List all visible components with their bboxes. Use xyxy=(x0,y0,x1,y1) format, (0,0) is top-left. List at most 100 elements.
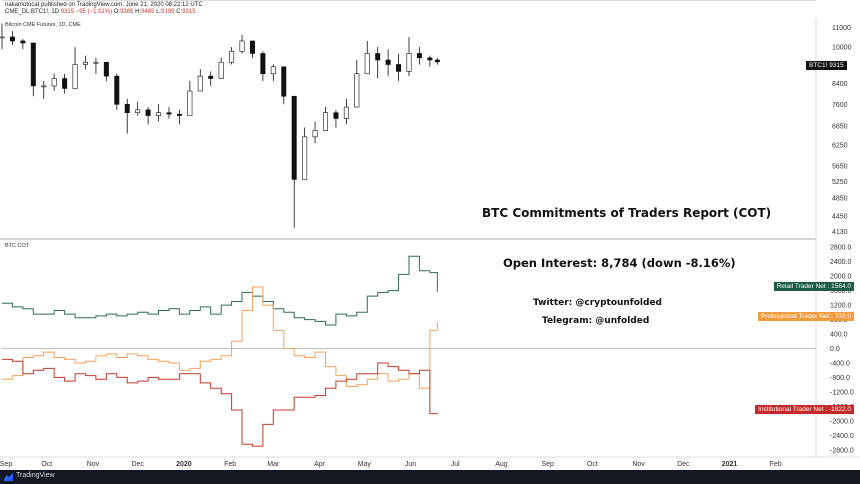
ohlc-l-label: L: xyxy=(156,9,162,15)
candle-body xyxy=(20,40,26,44)
ohlc-o-label: O: xyxy=(113,9,121,15)
candle xyxy=(434,57,440,65)
annotation-twitter: Twitter: @cryptounfolded xyxy=(533,298,662,308)
candle xyxy=(176,109,182,125)
candle xyxy=(281,66,287,105)
candle xyxy=(343,98,349,125)
candle xyxy=(396,53,402,81)
price-tick-label: 7600 xyxy=(832,102,848,109)
ohlc-high: 9465 xyxy=(141,9,155,15)
candle-body xyxy=(406,53,412,72)
candle xyxy=(323,107,329,131)
ohlc-open: 9385 xyxy=(120,9,134,15)
retail-net-line xyxy=(2,255,438,326)
candle-body xyxy=(135,109,141,113)
candle-body xyxy=(51,78,57,87)
candle xyxy=(82,55,88,70)
time-tick-label: Feb xyxy=(770,461,782,468)
candle xyxy=(375,47,381,79)
candle xyxy=(124,98,130,134)
candle xyxy=(416,47,422,65)
ohlc-h-label: H: xyxy=(135,9,142,15)
cot-tick-label: -400.0 xyxy=(830,360,850,367)
footer-brand: TradingView xyxy=(16,472,55,479)
cot-tick-label: 2400.0 xyxy=(830,259,852,266)
time-tick-label: Dec xyxy=(677,461,690,468)
time-tick-label: 2020 xyxy=(176,461,192,468)
tradingview-logo-icon xyxy=(4,473,13,481)
candle-body xyxy=(0,36,5,39)
candle-body xyxy=(375,53,381,61)
price-tick-label: 4130 xyxy=(832,229,848,236)
candle xyxy=(20,38,26,50)
candle-body xyxy=(291,95,297,180)
professional-net-line xyxy=(2,286,438,389)
candle xyxy=(93,57,99,74)
candle-body xyxy=(9,36,15,42)
price-tick-label: 10000 xyxy=(832,45,852,52)
candle-body xyxy=(145,109,151,116)
time-tick-label: Sep xyxy=(0,461,12,468)
price-tick-label: 5650 xyxy=(832,164,848,171)
candle-body xyxy=(30,42,36,87)
candle xyxy=(208,71,214,86)
candle-body xyxy=(354,73,360,108)
cot-tick-label: -1200.0 xyxy=(830,389,854,396)
candle-body xyxy=(333,112,339,119)
candle-body xyxy=(385,59,391,65)
time-tick-label: May xyxy=(358,461,372,468)
symbol-info: CME_DL:BTC1!, 1D 9315 −95 (−1.01%) O:938… xyxy=(5,9,196,15)
candle-body xyxy=(218,61,224,79)
candle xyxy=(239,34,245,54)
candle-body xyxy=(208,75,214,79)
candle-body xyxy=(197,75,203,92)
candle-body xyxy=(82,61,88,65)
candle-body xyxy=(72,64,78,89)
candle xyxy=(30,42,36,97)
candle xyxy=(354,60,360,108)
candle xyxy=(187,80,193,116)
candle-body xyxy=(302,136,308,180)
time-tick-label: Feb xyxy=(224,461,236,468)
candle-body xyxy=(416,53,422,59)
candle xyxy=(145,107,151,125)
candle xyxy=(385,49,391,77)
time-tick-label: Jul xyxy=(451,461,460,468)
annotation-title: BTC Commitments of Traders Report (COT) xyxy=(482,206,772,220)
candle-body xyxy=(114,75,120,105)
price-tick-label: 6250 xyxy=(832,143,848,150)
candle xyxy=(51,73,57,92)
price-change: −95 (−1.01%) xyxy=(75,9,113,15)
cot-tick-label: -800.0 xyxy=(830,375,850,382)
candle xyxy=(41,80,47,99)
candle-body xyxy=(239,40,245,52)
candle-body xyxy=(270,66,276,75)
time-tick-label: Nov xyxy=(632,461,645,468)
candle-body xyxy=(364,53,370,75)
candle xyxy=(135,101,141,116)
time-tick-label: Sep xyxy=(541,461,554,468)
price-tick-label: 4850 xyxy=(832,195,848,202)
price-tick-label: 5250 xyxy=(832,179,848,186)
candle xyxy=(333,109,339,128)
price-badge: BTC1! 9315 xyxy=(806,61,847,70)
candle xyxy=(364,40,370,75)
candle-body xyxy=(260,53,266,75)
cot-axis-ticks: 2800.02400.02000.01600.01200.0800.0400.0… xyxy=(830,245,854,455)
annotation-open-interest: Open Interest: 8,784 (down -8.16%) xyxy=(503,256,736,270)
candle-body xyxy=(103,61,109,77)
candle-body xyxy=(427,57,433,61)
time-tick-label: Jun xyxy=(405,461,416,468)
professional-net-badge: Professional Trader Net : 722.0 xyxy=(758,312,854,321)
time-tick-label: 2021 xyxy=(722,461,738,468)
candle-body xyxy=(93,61,99,64)
candle xyxy=(166,107,172,119)
time-tick-label: Oct xyxy=(41,461,52,468)
candle xyxy=(302,127,308,180)
price-tick-label: 6850 xyxy=(832,123,848,130)
candle xyxy=(270,64,276,81)
cot-tick-label: 1200.0 xyxy=(830,303,852,310)
cot-tick-label: 400.0 xyxy=(830,332,848,339)
price-tick-label: 8400 xyxy=(832,81,848,88)
